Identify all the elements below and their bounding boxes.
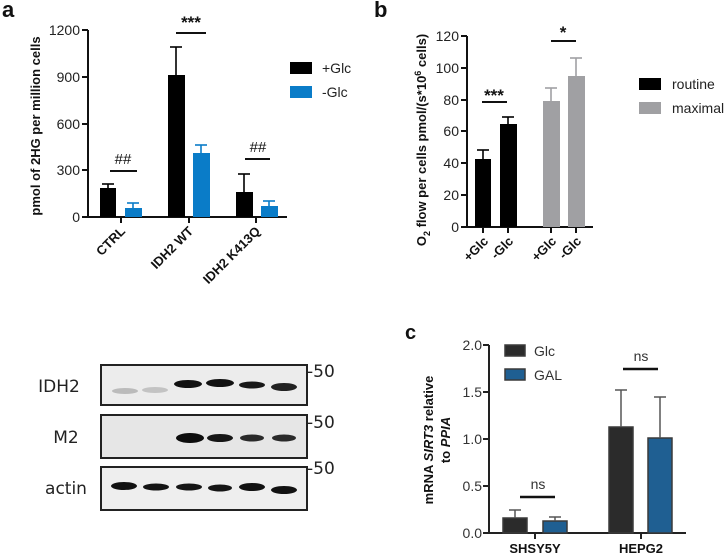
y-axis-label-b: O2 flow per cells pmol/(s*106 cells) bbox=[413, 34, 432, 246]
error-bars-c bbox=[509, 389, 666, 521]
x-label-c: SHSY5Y bbox=[509, 541, 561, 556]
x-label-a: IDH2 WT bbox=[148, 223, 196, 271]
legend-label-routine: routine bbox=[672, 76, 715, 92]
y-tick-b: 80 bbox=[443, 92, 459, 108]
error-bars-a bbox=[102, 46, 275, 208]
y-tick-b: 0 bbox=[451, 219, 459, 235]
bars-a bbox=[100, 75, 278, 217]
bar-routine-plus-glc bbox=[475, 159, 491, 227]
western-blot: IDH2 M2 actin -50 -50 -50 bbox=[38, 362, 335, 511]
bar-routine-minus-glc bbox=[500, 124, 517, 227]
blot-marker: -50 bbox=[307, 362, 335, 382]
blot-idh2 bbox=[100, 364, 308, 406]
bar-ctrl-plus-glc bbox=[100, 188, 116, 217]
y-tick-b: 60 bbox=[443, 123, 459, 139]
bands-idh2 bbox=[112, 379, 297, 394]
error-bars-b bbox=[477, 57, 582, 159]
bar-k413q-plus-glc bbox=[236, 192, 253, 217]
y-tick-c: 0.0 bbox=[463, 525, 483, 541]
sig-a-k413q: ## bbox=[250, 139, 267, 156]
x-label-b: +Glc bbox=[460, 234, 491, 265]
y-tick-a: 0 bbox=[72, 209, 80, 225]
blot-marker: -50 bbox=[307, 459, 335, 479]
x-label-a: IDH2 K413Q bbox=[200, 224, 263, 287]
bar-idh2wt-plus-glc bbox=[168, 75, 185, 217]
legend-swatch-glc bbox=[504, 344, 526, 357]
y-tick-b: 120 bbox=[436, 28, 460, 44]
blot-label-idh2: IDH2 bbox=[38, 377, 80, 397]
y-tick-c: 1.0 bbox=[463, 431, 483, 447]
y-axis-label-a: pmol of 2HG per million cells bbox=[28, 36, 43, 215]
x-label-a: CTRL bbox=[93, 223, 128, 258]
blot-m2 bbox=[100, 414, 308, 459]
blot-label-actin: actin bbox=[45, 479, 87, 499]
y-tick-b: 40 bbox=[443, 155, 459, 171]
legend-swatch-gal bbox=[504, 368, 526, 381]
panel-label-a: a bbox=[2, 0, 15, 22]
sig-c-shsy5y: ns bbox=[531, 476, 546, 492]
sig-b-maximal: * bbox=[560, 23, 567, 42]
bars-b bbox=[475, 76, 585, 227]
x-label-c: HEPG2 bbox=[619, 541, 663, 556]
x-label-b: +Glc bbox=[528, 234, 559, 265]
legend-label-gal: GAL bbox=[534, 367, 562, 383]
legend-swatch-minus-glc bbox=[290, 86, 312, 98]
panel-a: a pmol of 2HG per million cells 0 300 60… bbox=[2, 0, 351, 287]
y-tick-b: 100 bbox=[436, 60, 460, 76]
panel-b: b O2 flow per cells pmol/(s*106 cells) 0… bbox=[374, 0, 724, 264]
bar-hepg2-glc bbox=[608, 426, 634, 534]
y-tick-a: 300 bbox=[57, 162, 81, 178]
bars-c bbox=[502, 426, 673, 534]
bar-ctrl-minus-glc bbox=[125, 208, 142, 217]
blot-label-m2: M2 bbox=[53, 428, 78, 448]
y-axis-label-c: mRNA SIRT3 relative bbox=[421, 376, 436, 505]
legend-label-minus-glc: -Glc bbox=[322, 84, 348, 100]
sig-b-routine: *** bbox=[484, 86, 504, 105]
bar-hepg2-gal bbox=[647, 437, 673, 534]
legend-label-maximal: maximal bbox=[672, 100, 724, 116]
y-tick-c: 1.5 bbox=[463, 384, 483, 400]
y-tick-a: 1200 bbox=[49, 22, 80, 38]
bands-actin bbox=[111, 482, 297, 494]
y-tick-b: 20 bbox=[443, 187, 459, 203]
panel-c: c mRNA SIRT3 relative to PPIA 0.0 0.5 1.… bbox=[405, 322, 686, 556]
bar-idh2wt-minus-glc bbox=[193, 153, 210, 217]
y-tick-c: 2.0 bbox=[463, 337, 483, 353]
bar-maximal-minus-glc bbox=[568, 76, 585, 227]
sig-a-idh2wt: *** bbox=[181, 13, 201, 32]
sig-a-ctrl: ## bbox=[115, 151, 132, 168]
panel-label-b: b bbox=[374, 0, 387, 22]
legend-swatch-maximal bbox=[639, 102, 661, 114]
legend-label-glc: Glc bbox=[534, 343, 555, 359]
legend-label-plus-glc: +Glc bbox=[322, 60, 351, 76]
y-axis-label-c-line2: to PPIA bbox=[438, 417, 453, 463]
bar-shsy5y-glc bbox=[502, 517, 528, 534]
blot-marker: -50 bbox=[307, 413, 335, 433]
bar-maximal-plus-glc bbox=[543, 101, 560, 227]
bar-k413q-minus-glc bbox=[261, 206, 278, 217]
x-label-b: -Glc bbox=[556, 234, 584, 262]
bar-shsy5y-gal bbox=[542, 520, 568, 534]
x-label-b: -Glc bbox=[488, 234, 516, 262]
panel-label-c: c bbox=[405, 322, 416, 344]
bands-m2 bbox=[176, 433, 296, 443]
legend-swatch-routine bbox=[639, 78, 661, 90]
y-tick-a: 600 bbox=[57, 116, 81, 132]
legend-swatch-plus-glc bbox=[290, 62, 312, 74]
y-tick-c: 0.5 bbox=[463, 478, 483, 494]
sig-c-hepg2: ns bbox=[634, 348, 649, 364]
y-tick-a: 900 bbox=[57, 69, 81, 85]
